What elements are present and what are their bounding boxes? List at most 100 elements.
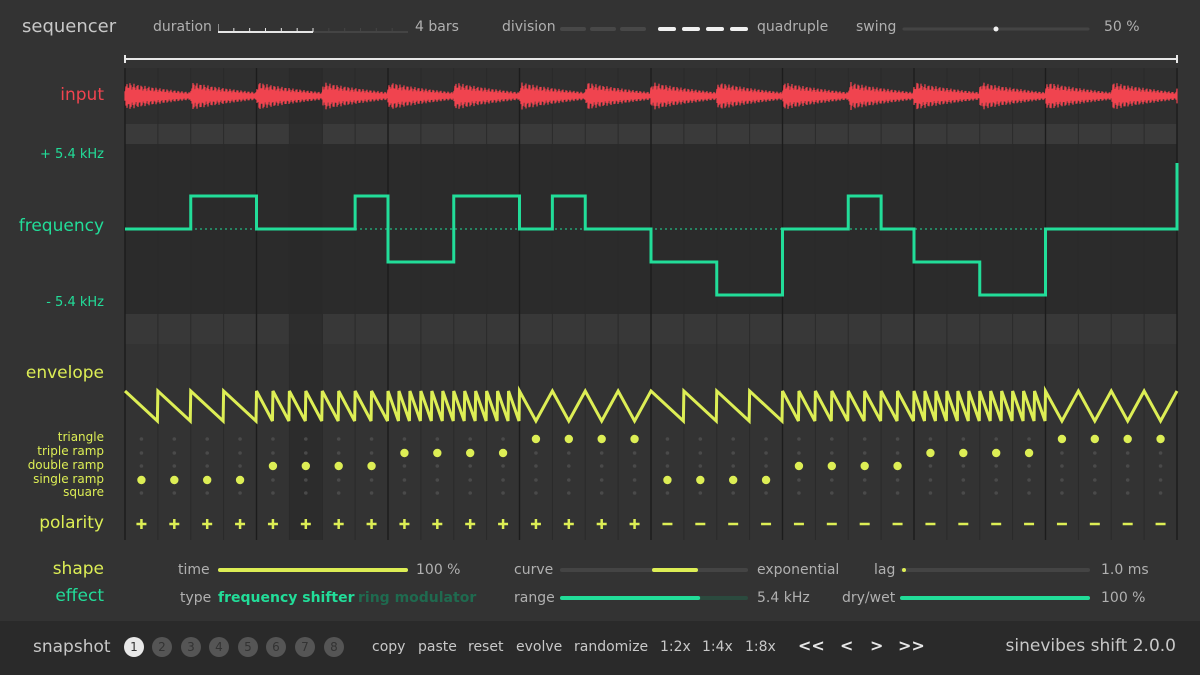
snapshot-8[interactable]: 8: [324, 637, 344, 657]
shape-dot[interactable]: [632, 451, 637, 455]
polarity-plus[interactable]: [136, 519, 147, 529]
shape-dot[interactable]: [632, 464, 637, 468]
shape-dot-active[interactable]: [400, 448, 409, 458]
shape-dot-active[interactable]: [663, 475, 672, 485]
shape-dot-active[interactable]: [498, 448, 508, 458]
shape-dot[interactable]: [731, 464, 735, 468]
shape-dot-active[interactable]: [926, 448, 935, 458]
shape-dot[interactable]: [1060, 451, 1064, 455]
shape-dot[interactable]: [830, 451, 834, 455]
shape-dot[interactable]: [139, 451, 144, 455]
shape-dot[interactable]: [501, 437, 505, 441]
shape-dot[interactable]: [501, 478, 505, 482]
shape-dot[interactable]: [402, 437, 407, 441]
polarity-plus[interactable]: [169, 519, 180, 529]
shape-dot[interactable]: [994, 464, 998, 468]
shape-dot[interactable]: [336, 451, 341, 455]
shape-dot[interactable]: [1093, 491, 1097, 495]
shape-dot[interactable]: [238, 451, 242, 455]
shape-dot[interactable]: [501, 491, 505, 495]
shape-dot[interactable]: [928, 437, 933, 441]
shape-dot[interactable]: [1158, 478, 1163, 482]
shape-dot[interactable]: [205, 437, 209, 441]
shape-dot[interactable]: [1125, 491, 1130, 495]
shape-dot[interactable]: [928, 464, 933, 468]
shape-dot[interactable]: [1125, 478, 1130, 482]
shape-dot-active[interactable]: [893, 461, 902, 471]
shape-dot-active[interactable]: [1156, 434, 1165, 444]
shape-dot[interactable]: [304, 478, 308, 482]
reset-button[interactable]: reset: [468, 639, 504, 655]
shape-dot[interactable]: [731, 437, 735, 441]
evolve-button[interactable]: evolve: [516, 639, 563, 655]
shape-dot[interactable]: [435, 491, 440, 495]
polarity-plus[interactable]: [465, 519, 476, 529]
snapshot-2[interactable]: 2: [152, 637, 172, 657]
shape-dot-active[interactable]: [367, 461, 376, 471]
shape-dot[interactable]: [534, 464, 538, 468]
copy-button[interactable]: copy: [372, 639, 406, 655]
shape-dot[interactable]: [895, 478, 900, 482]
nav-first-button[interactable]: <<: [798, 636, 825, 655]
shape-dot[interactable]: [468, 464, 472, 468]
shape-dot[interactable]: [271, 437, 275, 441]
randomize-button[interactable]: randomize: [574, 639, 649, 655]
shape-dot[interactable]: [895, 451, 900, 455]
shape-dot[interactable]: [402, 464, 407, 468]
shape-dot[interactable]: [1158, 464, 1163, 468]
polarity-plus[interactable]: [563, 519, 574, 529]
shape-dot[interactable]: [599, 451, 604, 455]
shape-dot[interactable]: [764, 451, 768, 455]
shape-dot[interactable]: [369, 491, 374, 495]
shape-dot-active[interactable]: [959, 448, 968, 458]
shape-dot[interactable]: [764, 437, 768, 441]
type-option-frequency-shifter[interactable]: frequency shifter: [218, 590, 355, 606]
time-slider[interactable]: [218, 565, 408, 575]
shape-dot[interactable]: [599, 491, 604, 495]
shape-dot-active[interactable]: [202, 475, 212, 485]
shape-dot[interactable]: [172, 464, 177, 468]
snapshot-3[interactable]: 3: [181, 637, 201, 657]
shape-dot-active[interactable]: [860, 461, 869, 471]
shape-dot[interactable]: [895, 491, 900, 495]
shape-dot[interactable]: [599, 464, 604, 468]
shape-dot[interactable]: [534, 451, 538, 455]
shape-dot[interactable]: [534, 491, 538, 495]
shape-dot[interactable]: [1060, 491, 1064, 495]
shape-dot[interactable]: [1125, 464, 1130, 468]
shape-dot[interactable]: [271, 451, 275, 455]
shape-dot[interactable]: [698, 437, 703, 441]
shape-dot[interactable]: [928, 491, 933, 495]
shape-dot[interactable]: [764, 491, 768, 495]
shape-dot-active[interactable]: [268, 461, 278, 471]
shape-dot[interactable]: [567, 478, 571, 482]
shape-dot[interactable]: [172, 437, 177, 441]
polarity-plus[interactable]: [498, 519, 509, 529]
shape-dot[interactable]: [1060, 464, 1064, 468]
curve-slider[interactable]: [560, 565, 748, 575]
ratio-1-2x-button[interactable]: 1:2x: [660, 639, 691, 655]
shape-dot[interactable]: [205, 464, 209, 468]
shape-dot[interactable]: [567, 451, 571, 455]
shape-dot-active[interactable]: [235, 475, 245, 485]
shape-dot[interactable]: [961, 464, 966, 468]
drywet-slider[interactable]: [900, 593, 1090, 603]
polarity-plus[interactable]: [333, 519, 344, 529]
shape-dot[interactable]: [862, 437, 867, 441]
shape-dot-active[interactable]: [827, 461, 837, 471]
shape-dot[interactable]: [1060, 478, 1064, 482]
shape-dot[interactable]: [797, 451, 801, 455]
shape-dot[interactable]: [1027, 437, 1031, 441]
shape-dot[interactable]: [238, 437, 242, 441]
shape-dot[interactable]: [304, 451, 308, 455]
shape-dot[interactable]: [336, 491, 341, 495]
shape-dot[interactable]: [928, 478, 933, 482]
shape-dot[interactable]: [797, 491, 801, 495]
shape-dot-active[interactable]: [597, 434, 606, 444]
shape-dot[interactable]: [468, 478, 472, 482]
shape-dot[interactable]: [1093, 478, 1097, 482]
shape-dot[interactable]: [567, 491, 571, 495]
polarity-plus[interactable]: [202, 519, 213, 529]
shape-dot[interactable]: [271, 478, 275, 482]
paste-button[interactable]: paste: [418, 639, 457, 655]
